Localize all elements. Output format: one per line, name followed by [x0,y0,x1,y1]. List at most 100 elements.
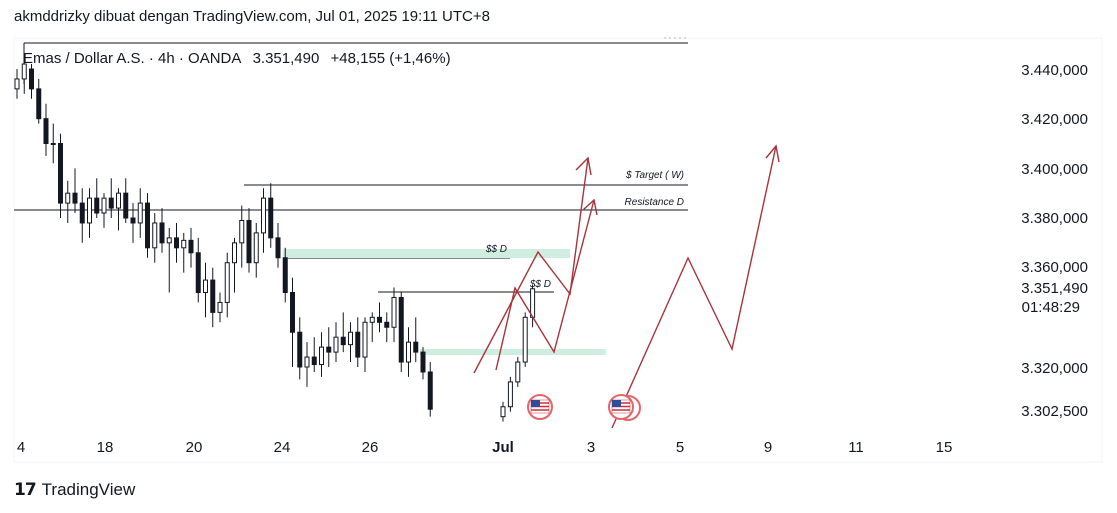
candle-body [369,316,375,323]
candle-body [362,321,368,358]
candle-body [522,316,528,363]
candle-body [43,118,49,144]
candle-body [108,197,114,209]
candle-body [319,346,324,366]
candle-body [14,78,20,90]
symbol-name[interactable]: Emas / Dollar A.S. · 4h · OANDA [23,50,242,67]
projection-path-long [611,145,777,429]
y-tick-label: 3.380,000 [1021,210,1088,227]
tradingview-logo-icon: 17 [14,480,37,500]
candle-body [36,88,42,120]
candle-body [261,197,266,234]
candle-body [304,356,310,368]
candle-body [311,356,317,366]
time-axis[interactable]: 4 18 20 24 26 Jul 3 5 9 11 15 [17,439,953,456]
last-price: 3.351,490 [252,50,320,67]
x-tick-label: 18 [97,439,114,456]
candle-body [217,301,223,313]
candle-series [14,56,433,417]
candle-body [79,202,85,224]
candle-body [326,346,332,353]
candle-body [530,288,536,318]
candle-body [94,197,100,214]
x-tick-label: 11 [848,439,864,456]
candle-body [58,143,63,204]
candle-body [268,197,274,239]
us-event-flag-icon[interactable] [527,394,553,420]
demand-zone-lower [420,349,606,355]
candle-body [203,279,208,294]
candle-body [275,237,281,259]
candle-body [159,222,165,244]
tradingview-brand: TradingView [41,480,136,499]
candle-body [384,321,390,328]
candle-body [253,232,259,264]
candle-body [210,279,216,313]
liquidity-label-lower: $$ D [529,279,551,290]
projection-arrowhead-long [765,144,780,163]
candle-body [515,361,521,383]
candle-body [29,68,34,90]
candle-body [224,262,230,303]
candle-body [232,242,237,264]
plot-frame [13,37,1103,463]
candle-body [65,192,71,204]
price-change: +48,155 (+1,46%) [330,50,451,67]
us-event-flag-icon-tertiary[interactable] [608,394,634,420]
candle-body [188,239,194,254]
candle-body [145,202,150,249]
candle-body [116,192,121,209]
y-tick-label: 3.420,000 [1021,111,1088,128]
projection-path-short [473,157,589,374]
y-tick-label: 3.302,500 [1021,403,1088,420]
projection-arrowhead-mid [582,198,598,216]
candle-body [348,331,353,346]
candle-body [137,202,143,224]
candle-body [297,331,303,368]
candle-body [123,192,129,219]
x-tick-label: 26 [362,439,379,456]
liquidity-label-upper: $$ D [485,244,507,255]
candle-body [507,381,513,408]
x-tick-label: 4 [17,439,25,456]
candle-body [340,336,346,346]
x-tick-label: 9 [764,439,772,456]
candle-body [181,239,187,249]
x-tick-label: 15 [936,439,953,456]
candle-body [427,371,433,410]
y-tick-label: 3.360,000 [1021,259,1088,276]
candle-body [166,237,172,244]
candle-body [406,341,411,363]
candle-body [290,292,295,333]
recent-candle-series [500,285,536,422]
candle-body [391,296,397,328]
candle-body [355,331,361,358]
x-tick-label: 24 [274,439,291,456]
candle-body [50,143,56,145]
x-tick-label: 5 [676,439,684,456]
candle-body [21,63,27,80]
candle-body [377,316,382,323]
candle-body [239,219,245,244]
x-tick-label: 20 [186,439,203,456]
current-price-label: 3.351,490 [1021,280,1088,297]
candle-body [420,351,426,373]
resistance-label: Resistance D [625,197,684,208]
bar-countdown-label: 01:48:29 [1022,299,1080,316]
demand-zone-upper [283,249,570,258]
symbol-legend: Emas / Dollar A.S. · 4h · OANDA 3.351,49… [23,50,458,67]
x-tick-label: 3 [587,439,595,456]
price-axis[interactable]: 3.440,000 3.420,000 3.400,000 3.380,000 … [1021,62,1088,420]
candle-body [152,222,158,249]
candle-body [413,341,419,353]
y-tick-label: 3.440,000 [1021,62,1088,79]
x-tick-label: Jul [492,439,514,456]
tradingview-logo[interactable]: 17 TradingView [14,480,135,500]
candle-body [87,197,92,224]
projection-arrowhead-short [575,156,592,176]
chart-header: akmddrizky dibuat dengan TradingView.com… [14,8,490,25]
candle-body [130,217,136,224]
candle-body [500,406,506,418]
candle-body [246,219,252,264]
